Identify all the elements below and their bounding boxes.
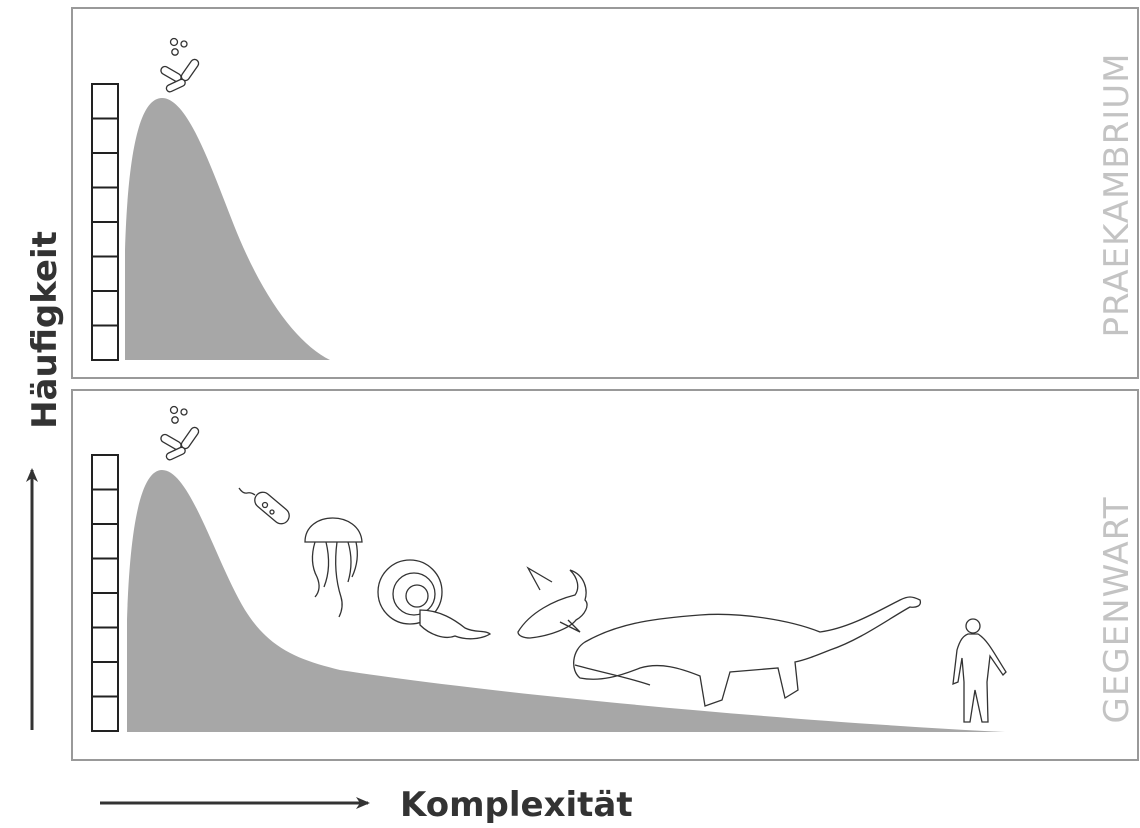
- shark-icon: [517, 566, 588, 639]
- frequency-scale: [91, 83, 119, 361]
- panel-frame: [71, 389, 1139, 761]
- protozoan-icon: [238, 487, 290, 525]
- x-axis-label: Komplexität: [400, 785, 633, 825]
- jellyfish-icon: [304, 517, 363, 618]
- human-icon: [952, 618, 1007, 723]
- bacteria-icon: [158, 405, 201, 462]
- y-axis-label: Häufigkeit: [25, 231, 65, 429]
- panel-label: PRAEKAMBRIUM: [1097, 53, 1137, 338]
- panel-frame: [71, 7, 1139, 379]
- panel-precambrian: PRAEKAMBRIUM: [71, 7, 1139, 379]
- frequency-scale: [91, 454, 119, 732]
- panel-present: GEGENWART: [71, 389, 1139, 761]
- panel-label: GEGENWART: [1097, 496, 1137, 723]
- distribution-curve: [125, 98, 330, 360]
- dinosaur-icon: [573, 596, 922, 707]
- distribution-curve: [127, 470, 1005, 732]
- ammonite-icon: [377, 559, 492, 640]
- bacteria-icon: [158, 37, 201, 94]
